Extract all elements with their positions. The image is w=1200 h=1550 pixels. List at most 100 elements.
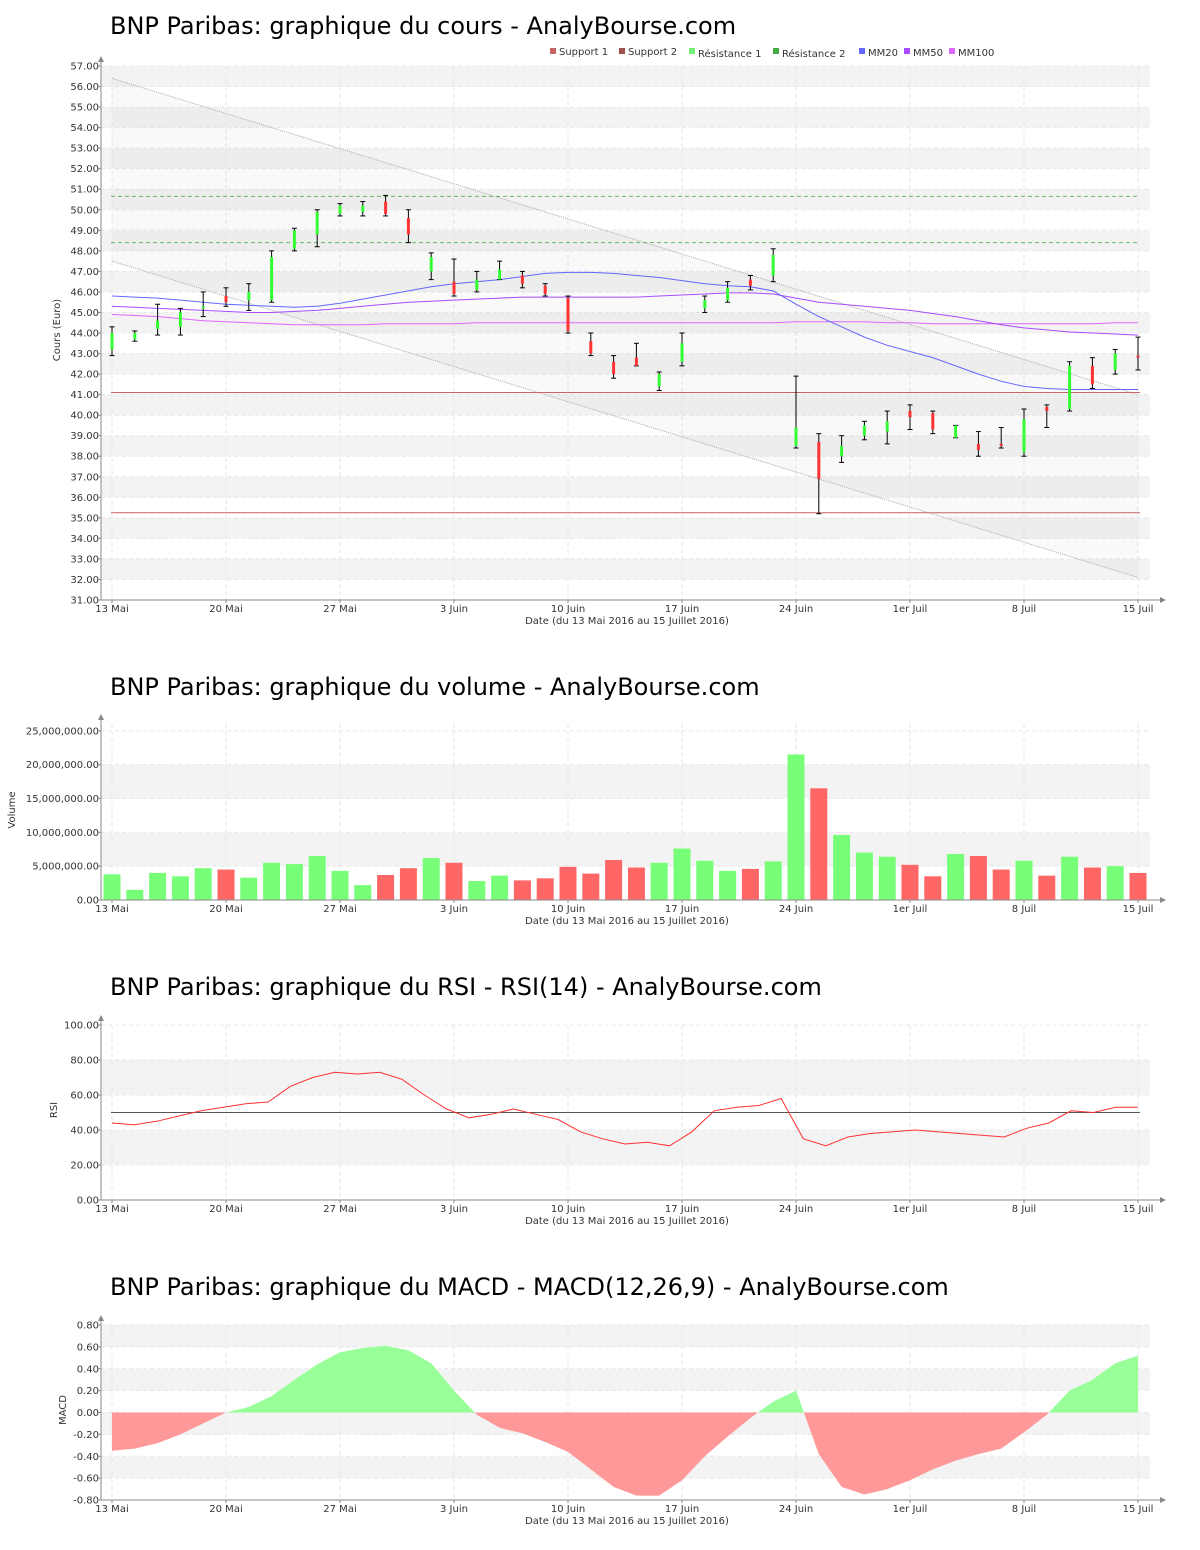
price-x-axis-label: Date (du 13 Mai 2016 au 15 Juillet 2016) — [525, 616, 729, 627]
rsi-plot: 0.00 20.00 40.00 60.00 80.00 100.00 13 Mai 20 M… — [64, 1015, 1166, 1215]
rsi-y-tick-label: 0.00 — [77, 1196, 99, 1207]
price-x-tick-label: 1er Juil — [893, 604, 928, 615]
price-y-tick-label: 52.00 — [70, 164, 99, 175]
price-y-tick-label: 33.00 — [70, 554, 99, 565]
candle-body — [748, 279, 752, 286]
price-y-tick-label: 49.00 — [70, 226, 99, 237]
volume-bar — [924, 876, 942, 900]
volume-x-tick-label: 27 Mai — [323, 904, 356, 915]
rsi-y-tick-label: 80.00 — [70, 1056, 99, 1067]
price-band — [101, 107, 1150, 128]
volume-bar — [1015, 860, 1033, 900]
volume-bar — [377, 874, 395, 900]
candle-body — [726, 287, 730, 301]
macd-y-tick-label: -0.40 — [73, 1452, 99, 1463]
candle-body — [885, 421, 889, 432]
volume-bar — [810, 788, 828, 900]
macd-chart-title: BNP Paribas: graphique du MACD - MACD(12… — [110, 1273, 949, 1301]
candle-body — [338, 205, 342, 214]
macd-x-tick-label: 27 Mai — [323, 1504, 356, 1515]
volume-band — [101, 798, 1150, 833]
legend-swatch-resistance-1 — [689, 48, 695, 54]
volume-x-tick-label: 10 Juin — [551, 904, 585, 915]
price-band — [101, 456, 1150, 477]
volume-bar — [240, 877, 258, 900]
candle-body — [771, 254, 775, 276]
price-x-tick-label: 13 Mai — [95, 604, 128, 615]
candle-body — [931, 413, 935, 430]
volume-x-tick-label: 3 Juin — [440, 904, 468, 915]
price-plot: 31.00 32.00 33.00 34.00 35.00 36.00 37.00 38.00… — [70, 56, 1166, 615]
macd-x-tick-label: 20 Mai — [209, 1504, 242, 1515]
price-band — [101, 374, 1150, 395]
rsi-x-tick-label: 8 Juil — [1012, 1204, 1036, 1215]
candle-body — [110, 333, 114, 350]
candle-body — [657, 374, 661, 387]
candle-body — [543, 285, 547, 294]
candle-body — [520, 275, 524, 284]
volume-bar — [855, 852, 873, 900]
price-x-tick-label: 17 Juin — [665, 604, 699, 615]
candle-body — [954, 425, 958, 438]
price-x-tick-label: 10 Juin — [551, 604, 585, 615]
volume-bar — [194, 868, 212, 900]
macd-x-axis-arrow — [1160, 1497, 1166, 1503]
volume-band — [101, 866, 1150, 900]
macd-y-tick-label: 0.40 — [77, 1364, 99, 1375]
macd-x-tick-label: 17 Juin — [665, 1504, 699, 1515]
legend-label-resistance-1: Résistance 1 — [698, 48, 761, 60]
volume-bar — [650, 862, 668, 900]
volume-bar — [422, 858, 440, 900]
volume-chart-title: BNP Paribas: graphique du volume - Analy… — [110, 673, 760, 701]
volume-bar — [126, 889, 144, 900]
price-band — [101, 476, 1150, 498]
macd-positive-area — [226, 1345, 475, 1413]
price-x-tick-label: 24 Juin — [779, 604, 813, 615]
volume-bar — [331, 870, 349, 900]
price-band — [101, 168, 1150, 190]
volume-bar — [468, 881, 486, 900]
rsi-x-tick-label: 10 Juin — [551, 1204, 585, 1215]
volume-bar — [1106, 866, 1124, 900]
volume-bar — [217, 869, 235, 900]
macd-x-tick-label: 1er Juil — [893, 1504, 928, 1515]
volume-x-tick-label: 13 Mai — [95, 904, 128, 915]
candle-body — [976, 443, 980, 451]
candle-body — [224, 296, 228, 303]
rsi-y-tick-label: 100.00 — [64, 1021, 99, 1032]
mm20-line — [111, 271, 1138, 390]
volume-bar — [354, 885, 372, 900]
mm100-line — [111, 314, 1138, 326]
price-y-tick-label: 31.00 — [70, 596, 99, 607]
price-band — [101, 517, 1150, 539]
candle-body — [862, 425, 866, 436]
legend-label-support-1: Support 1 — [559, 47, 608, 58]
rsi-x-tick-label: 20 Mai — [209, 1204, 242, 1215]
candle-body — [429, 257, 433, 272]
candle-body — [452, 281, 456, 294]
candle-body — [840, 445, 844, 457]
candle-body — [680, 343, 684, 362]
volume-plot: 0.00 5,000,000.00 10,000,000.00 15,000,000.… — [26, 714, 1166, 915]
volume-y-tick-label: 20,000,000.00 — [26, 760, 99, 771]
price-band — [101, 148, 1150, 169]
rsi-y-tick-label: 60.00 — [70, 1091, 99, 1102]
volume-y-tick-label: 0.00 — [77, 896, 99, 907]
volume-x-tick-label: 17 Juin — [665, 904, 699, 915]
price-y-tick-label: 38.00 — [70, 452, 99, 463]
volume-x-tick-label: 8 Juil — [1012, 904, 1036, 915]
rsi-band — [101, 1025, 1150, 1060]
volume-bar — [605, 860, 623, 900]
rsi-y-tick-label: 20.00 — [70, 1161, 99, 1172]
macd-x-tick-label: 15 Juil — [1123, 1504, 1154, 1515]
rsi-x-axis-label: Date (du 13 Mai 2016 au 15 Juillet 2016) — [525, 1216, 729, 1227]
rsi-band — [101, 1130, 1150, 1165]
candle-body — [498, 269, 502, 280]
macd-y-tick-label: -0.80 — [73, 1496, 99, 1507]
candle-body — [361, 205, 365, 212]
candle-body — [156, 320, 160, 329]
volume-bar — [627, 867, 645, 900]
price-y-tick-label: 54.00 — [70, 123, 99, 134]
rsi-y-tick-label: 40.00 — [70, 1126, 99, 1137]
